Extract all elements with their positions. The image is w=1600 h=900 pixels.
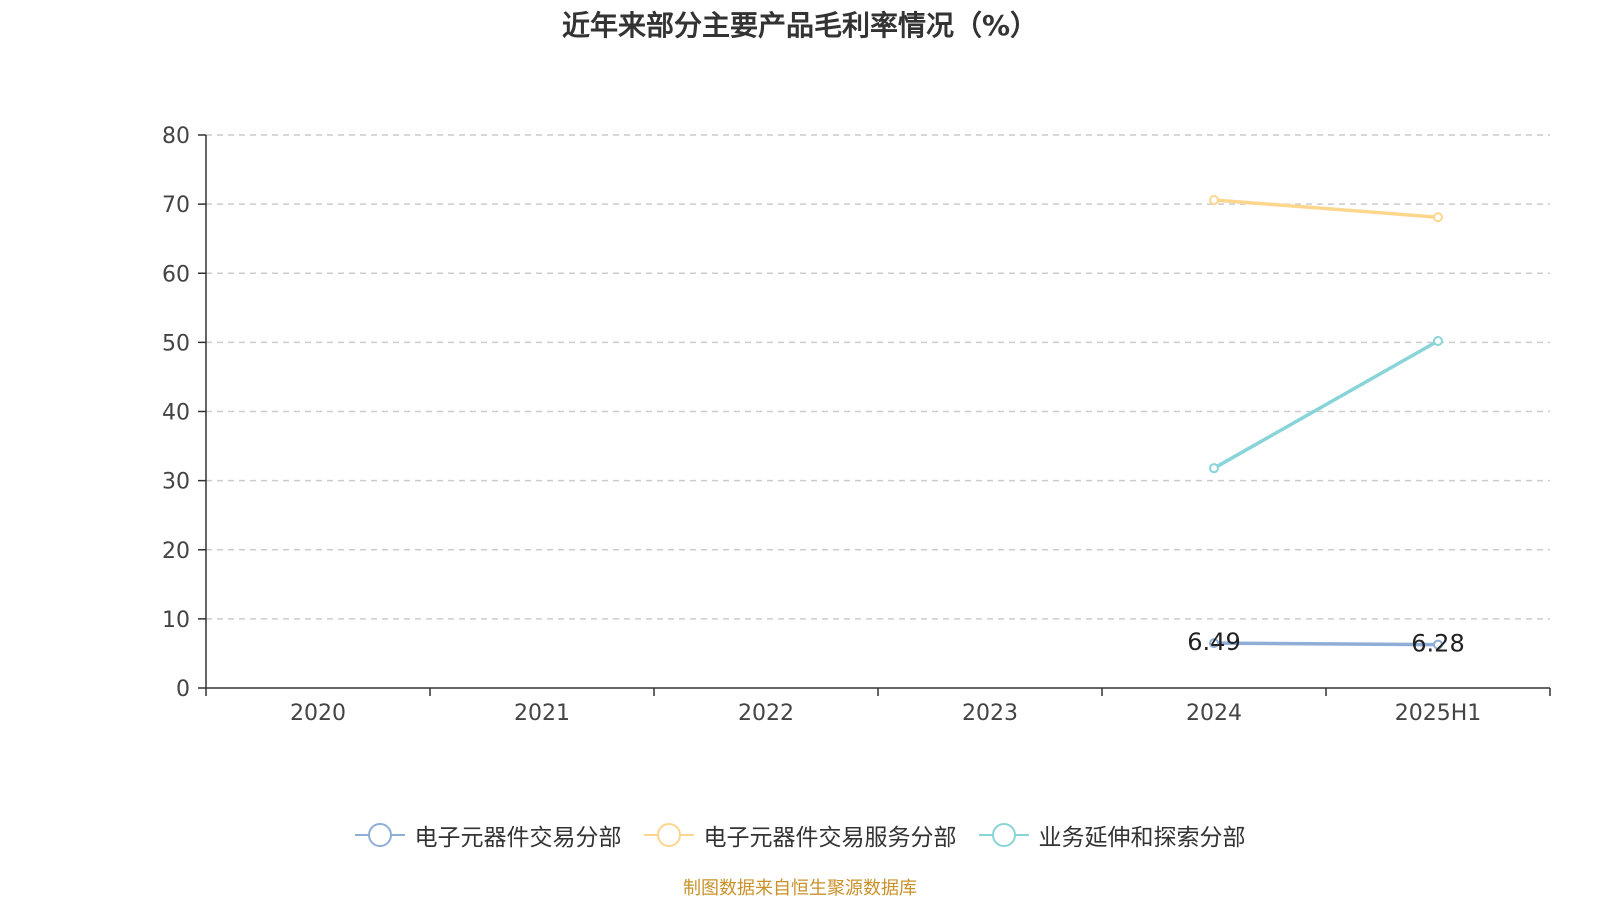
x-tick-label: 2021 [514,701,570,726]
data-point [1209,194,1219,205]
source-note: 制图数据来自恒生聚源数据库 [683,878,917,899]
y-tick-label: 30 [162,470,190,495]
legend-marker-icon [978,823,1029,847]
series-line-3 [1213,339,1439,470]
legend-marker-icon [354,823,405,847]
y-tick-label: 80 [162,124,190,149]
chart-legend: 电子元器件交易分部 电子元器件交易服务分部 业务延伸和探索分部 [0,818,1600,852]
x-tick-label: 2020 [290,701,346,726]
data-point [1209,638,1219,649]
legend-item-series-2[interactable]: 电子元器件交易服务分部 [643,818,957,852]
legend-item-series-3[interactable]: 业务延伸和探索分部 [978,818,1246,852]
data-point [1433,335,1443,346]
legend-label: 电子元器件交易分部 [414,825,622,851]
data-point [1209,463,1219,474]
x-tick-label: 2024 [1186,701,1242,726]
series-line-2 [1213,198,1439,220]
y-tick-label: 60 [162,262,190,287]
y-tick-label: 0 [176,677,190,702]
y-tick-label: 70 [162,193,190,218]
data-label: 6.28 [1411,630,1464,658]
y-tick-label: 20 [162,539,190,564]
x-tick-label: 2025H1 [1395,701,1482,726]
x-tick-label: 2022 [738,701,794,726]
data-point [1433,212,1443,223]
y-tick-label: 50 [162,331,190,356]
chart-title: 近年来部分主要产品毛利率情况（%） [561,9,1039,42]
data-label: 6.49 [1187,628,1240,656]
legend-item-series-1[interactable]: 电子元器件交易分部 [354,818,622,852]
data-point [1433,639,1443,650]
x-tick-label: 2023 [962,701,1018,726]
legend-label: 电子元器件交易服务分部 [703,825,957,851]
legend-label: 业务延伸和探索分部 [1038,825,1246,851]
series-line-1 [1213,641,1439,647]
y-tick-label: 40 [162,401,190,426]
y-tick-label: 10 [162,608,190,633]
legend-marker-icon [643,823,694,847]
